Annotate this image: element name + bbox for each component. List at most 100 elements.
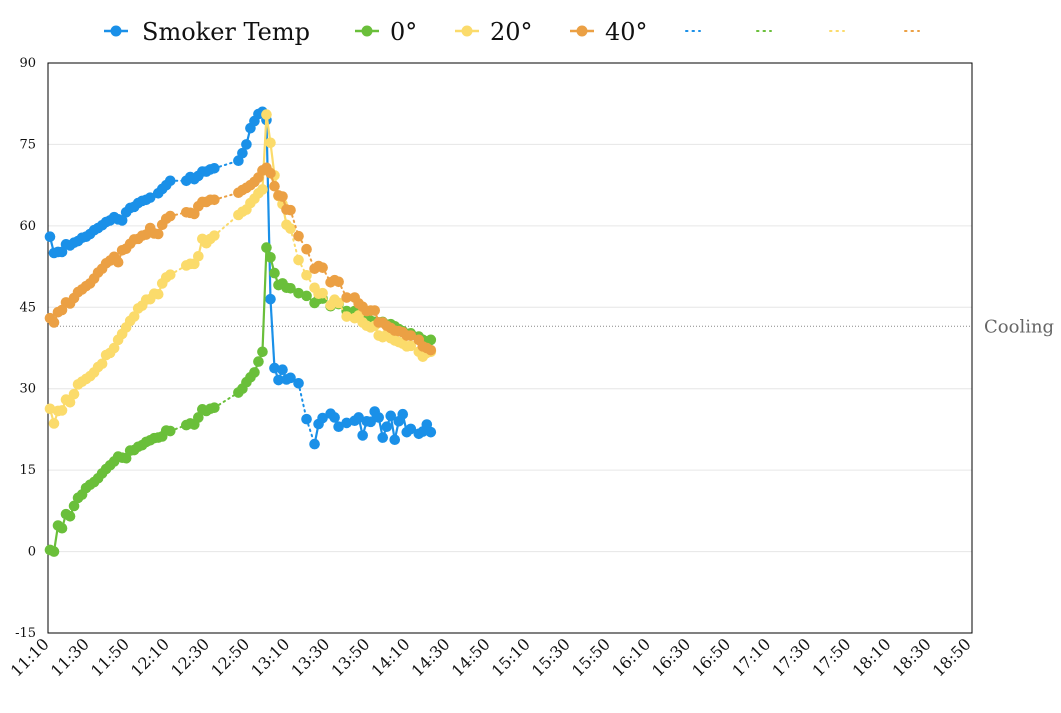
data-point[interactable] (293, 254, 304, 266)
data-point[interactable] (265, 137, 276, 149)
data-point[interactable] (385, 410, 397, 422)
data-point[interactable] (293, 377, 304, 389)
data-point[interactable] (285, 282, 296, 294)
data-point[interactable] (269, 362, 280, 374)
data-point[interactable] (164, 425, 176, 437)
data-point[interactable] (317, 287, 328, 299)
x-tick-label: 16:30 (648, 634, 694, 680)
data-point[interactable] (381, 421, 393, 433)
data-point[interactable] (277, 191, 288, 202)
data-point[interactable] (329, 412, 340, 423)
data-point[interactable] (273, 374, 284, 386)
data-point[interactable] (265, 293, 276, 305)
data-point[interactable] (249, 367, 260, 378)
data-point[interactable] (377, 432, 389, 443)
data-point[interactable] (265, 252, 276, 263)
data-point[interactable] (193, 250, 204, 262)
data-point[interactable] (301, 243, 312, 255)
data-point[interactable] (269, 267, 280, 279)
data-point[interactable] (164, 210, 176, 222)
legend-item-40-deg[interactable]: 40° (570, 18, 648, 46)
data-point[interactable] (301, 413, 312, 425)
data-point[interactable] (405, 340, 417, 352)
data-point[interactable] (285, 372, 296, 384)
data-point[interactable] (293, 230, 304, 242)
data-point[interactable] (164, 269, 176, 281)
data-point[interactable] (269, 180, 280, 192)
data-point[interactable] (56, 405, 68, 416)
data-point[interactable] (112, 256, 124, 268)
data-point[interactable] (144, 192, 156, 203)
data-point[interactable] (333, 421, 344, 433)
data-point[interactable] (48, 418, 60, 429)
data-point[interactable] (341, 292, 352, 303)
data-point[interactable] (333, 276, 344, 288)
data-point[interactable] (405, 330, 417, 341)
data-point[interactable] (285, 204, 296, 216)
data-point[interactable] (293, 287, 304, 299)
legend-item-20-deg[interactable]: 20° (455, 18, 533, 46)
data-point[interactable] (341, 417, 352, 429)
data-point[interactable] (309, 438, 320, 450)
data-point[interactable] (369, 305, 381, 316)
data-point[interactable] (152, 228, 164, 240)
data-point[interactable] (56, 522, 68, 534)
data-point[interactable] (152, 288, 164, 300)
data-point[interactable] (96, 358, 108, 370)
legend[interactable]: Smoker Temp 0° 20° 40° (104, 18, 920, 46)
x-tick-label: 12:10 (127, 634, 173, 680)
data-point[interactable] (209, 194, 220, 206)
data-point[interactable] (108, 342, 120, 354)
data-point[interactable] (44, 231, 56, 243)
x-tick-label: 13:10 (247, 634, 293, 680)
data-point[interactable] (253, 356, 264, 367)
data-point[interactable] (425, 426, 437, 438)
data-point[interactable] (241, 139, 252, 150)
data-point[interactable] (373, 412, 385, 423)
data-point[interactable] (128, 311, 140, 322)
series-segment (265, 119, 272, 300)
data-point[interactable] (277, 364, 288, 376)
data-point[interactable] (341, 311, 352, 322)
data-point[interactable] (353, 412, 364, 423)
data-point[interactable] (68, 388, 80, 400)
legend-item-smoker-temp[interactable]: Smoker Temp (104, 18, 310, 46)
data-point[interactable] (64, 396, 76, 408)
data-point[interactable] (333, 297, 344, 309)
data-point[interactable] (257, 346, 268, 358)
data-point[interactable] (317, 412, 328, 424)
legend-label: 0° (390, 18, 417, 46)
data-point[interactable] (116, 215, 128, 226)
data-point[interactable] (261, 109, 272, 120)
data-point[interactable] (317, 262, 328, 273)
data-point[interactable] (405, 423, 417, 435)
data-point[interactable] (425, 344, 437, 356)
x-tick-label: 17:10 (728, 634, 774, 680)
legend-item-0-deg[interactable]: 0° (355, 18, 417, 46)
x-tick-label: 18:10 (849, 634, 895, 680)
data-point[interactable] (209, 230, 220, 241)
data-point[interactable] (48, 546, 60, 557)
data-point[interactable] (257, 184, 268, 195)
data-point[interactable] (237, 147, 248, 159)
data-point[interactable] (265, 167, 276, 179)
data-point[interactable] (193, 412, 204, 423)
data-point[interactable] (301, 290, 312, 302)
data-point[interactable] (209, 402, 220, 414)
data-point[interactable] (389, 434, 401, 446)
data-point[interactable] (285, 223, 296, 234)
data-point[interactable] (261, 242, 272, 253)
data-point[interactable] (301, 269, 312, 281)
data-point[interactable] (68, 500, 80, 512)
data-point[interactable] (397, 408, 409, 420)
x-tick-label: 15:30 (528, 634, 574, 680)
data-point[interactable] (64, 510, 76, 522)
data-point[interactable] (48, 317, 60, 328)
data-point[interactable] (357, 430, 368, 441)
x-tick-label: 12:50 (207, 634, 253, 680)
data-point[interactable] (209, 163, 220, 174)
data-point[interactable] (164, 175, 176, 187)
data-point[interactable] (365, 416, 376, 428)
data-point[interactable] (44, 403, 56, 415)
data-point[interactable] (425, 334, 437, 346)
